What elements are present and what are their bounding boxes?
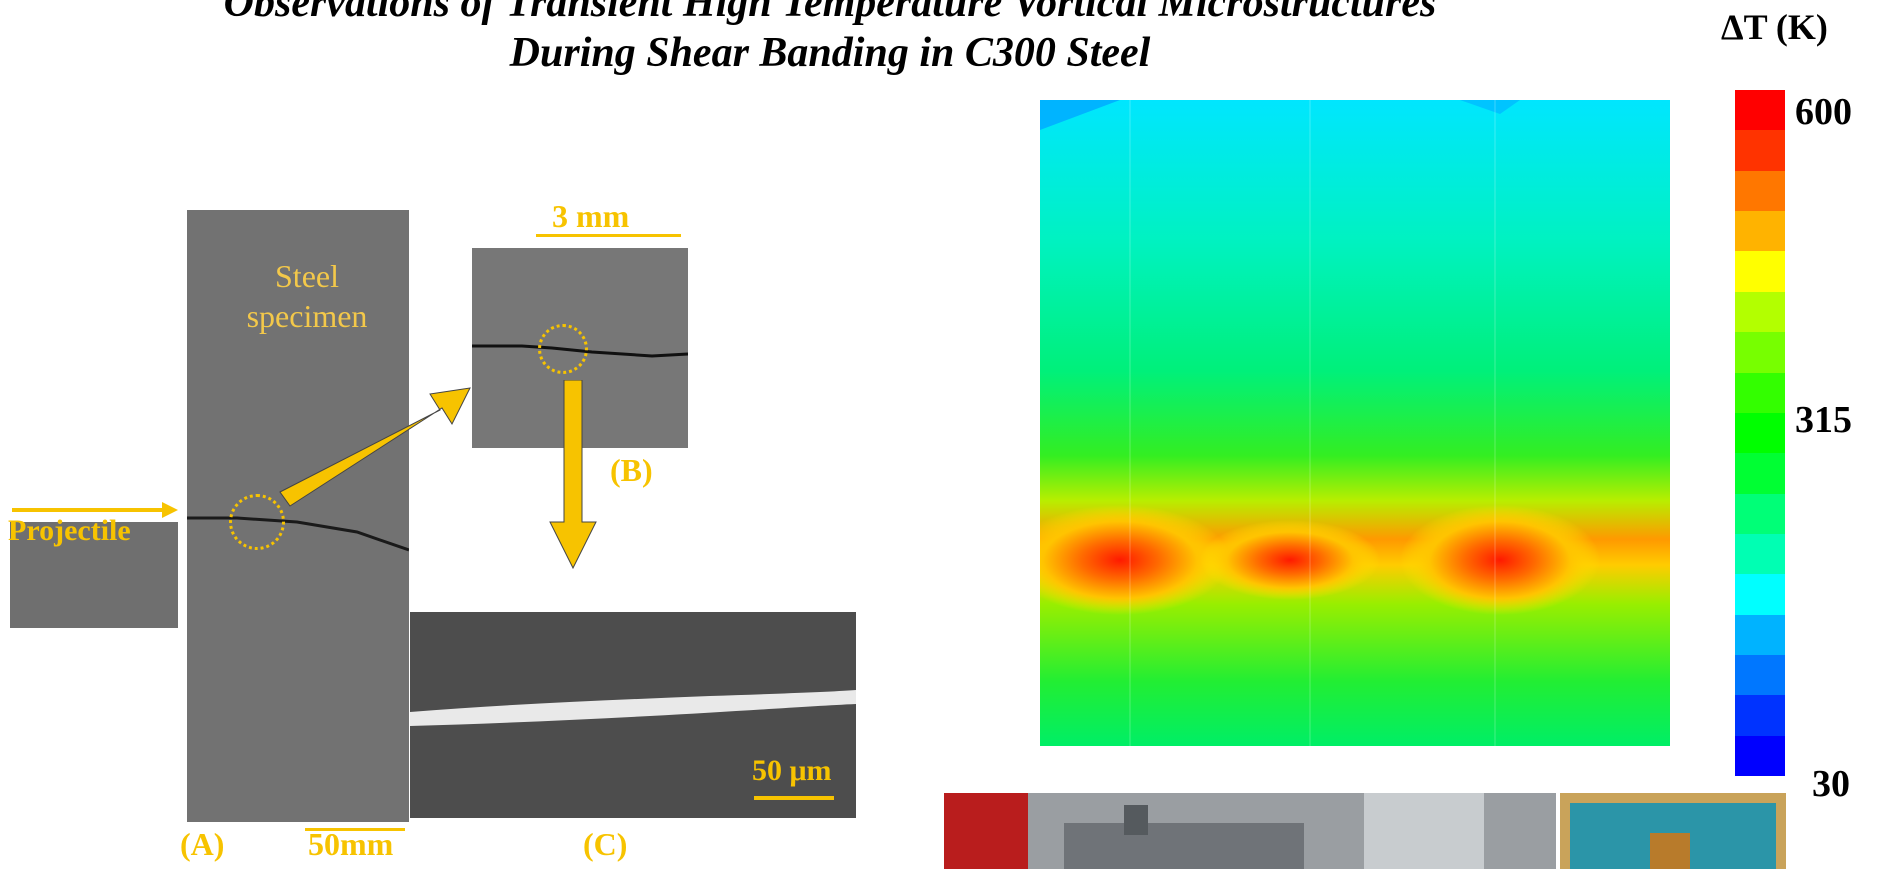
colorbar-tick-600: 600 [1795, 91, 1852, 133]
specimen-label-line-1: Steel [275, 258, 339, 294]
colorbar-segment [1735, 291, 1785, 333]
hotspot-1 [1040, 505, 1230, 615]
label-a: (A) [180, 826, 225, 862]
experiment-figure: Steel specimen Projectile 3 mm (B) 50 μm [0, 0, 900, 869]
micrograph-photo-c: 50 μm [410, 612, 856, 818]
projectile-block [10, 522, 178, 628]
colorbar-segment [1735, 614, 1785, 656]
colorbar-segment [1735, 655, 1785, 696]
scale-label-50mm: 50mm [308, 826, 394, 862]
title-line-1: Observations of Transient High Temperatu… [223, 0, 1437, 26]
shear-band [410, 690, 856, 726]
label-c: (C) [583, 826, 628, 862]
scale-bar-50um [754, 796, 834, 800]
colorbar-segment [1735, 533, 1785, 575]
colorbar-segment [1735, 412, 1785, 454]
colorbar-tick-30: 30 [1812, 763, 1850, 805]
highlight-circle-b [538, 324, 588, 374]
specimen-label-line-2: specimen [246, 298, 368, 334]
heatmap-blue-top [1460, 100, 1520, 114]
title-line-2: During Shear Banding in C300 Steel [509, 30, 1151, 76]
temperature-heatmap [1040, 100, 1670, 746]
colorbar-segment [1735, 453, 1785, 494]
colorbar-segment [1735, 493, 1785, 534]
circuit-board-photo [1560, 793, 1786, 869]
colorbar-segment [1735, 735, 1785, 777]
highlight-circle-a [229, 494, 285, 550]
colorbar-segment [1735, 251, 1785, 292]
projectile-arrow [12, 502, 178, 518]
specimen-label: Steel specimen [207, 256, 407, 336]
crack-line [187, 516, 409, 552]
colorbar-segment [1735, 695, 1785, 736]
arrow-a-to-b [279, 387, 471, 507]
colorbar-tick-315: 315 [1795, 399, 1852, 441]
colorbar-segment [1735, 211, 1785, 252]
colorbar-label: ΔT (K) [1721, 7, 1828, 47]
apparatus-photo [944, 793, 1556, 869]
hotspot-3 [1400, 505, 1600, 615]
arrow-b-to-c [549, 380, 597, 570]
projectile-label: Projectile [8, 514, 131, 547]
scale-bar-3mm [536, 234, 681, 237]
colorbar-segment [1735, 574, 1785, 615]
scale-bar-50mm [305, 828, 405, 831]
colorbar-segment [1735, 332, 1785, 373]
heatmap-background [1040, 100, 1670, 746]
colorbar-segment [1735, 130, 1785, 171]
scale-label-3mm: 3 mm [552, 198, 630, 234]
label-b: (B) [610, 452, 653, 488]
specimen-photo-a: Steel specimen [187, 210, 409, 822]
heatmap-blue-corner [1040, 100, 1120, 130]
scale-label-50um: 50 μm [752, 754, 832, 787]
colorbar [1735, 90, 1785, 777]
colorbar-segment [1735, 372, 1785, 413]
hotspot-2 [1200, 520, 1380, 600]
colorbar-segment [1735, 90, 1785, 131]
colorbar-segment [1735, 170, 1785, 212]
